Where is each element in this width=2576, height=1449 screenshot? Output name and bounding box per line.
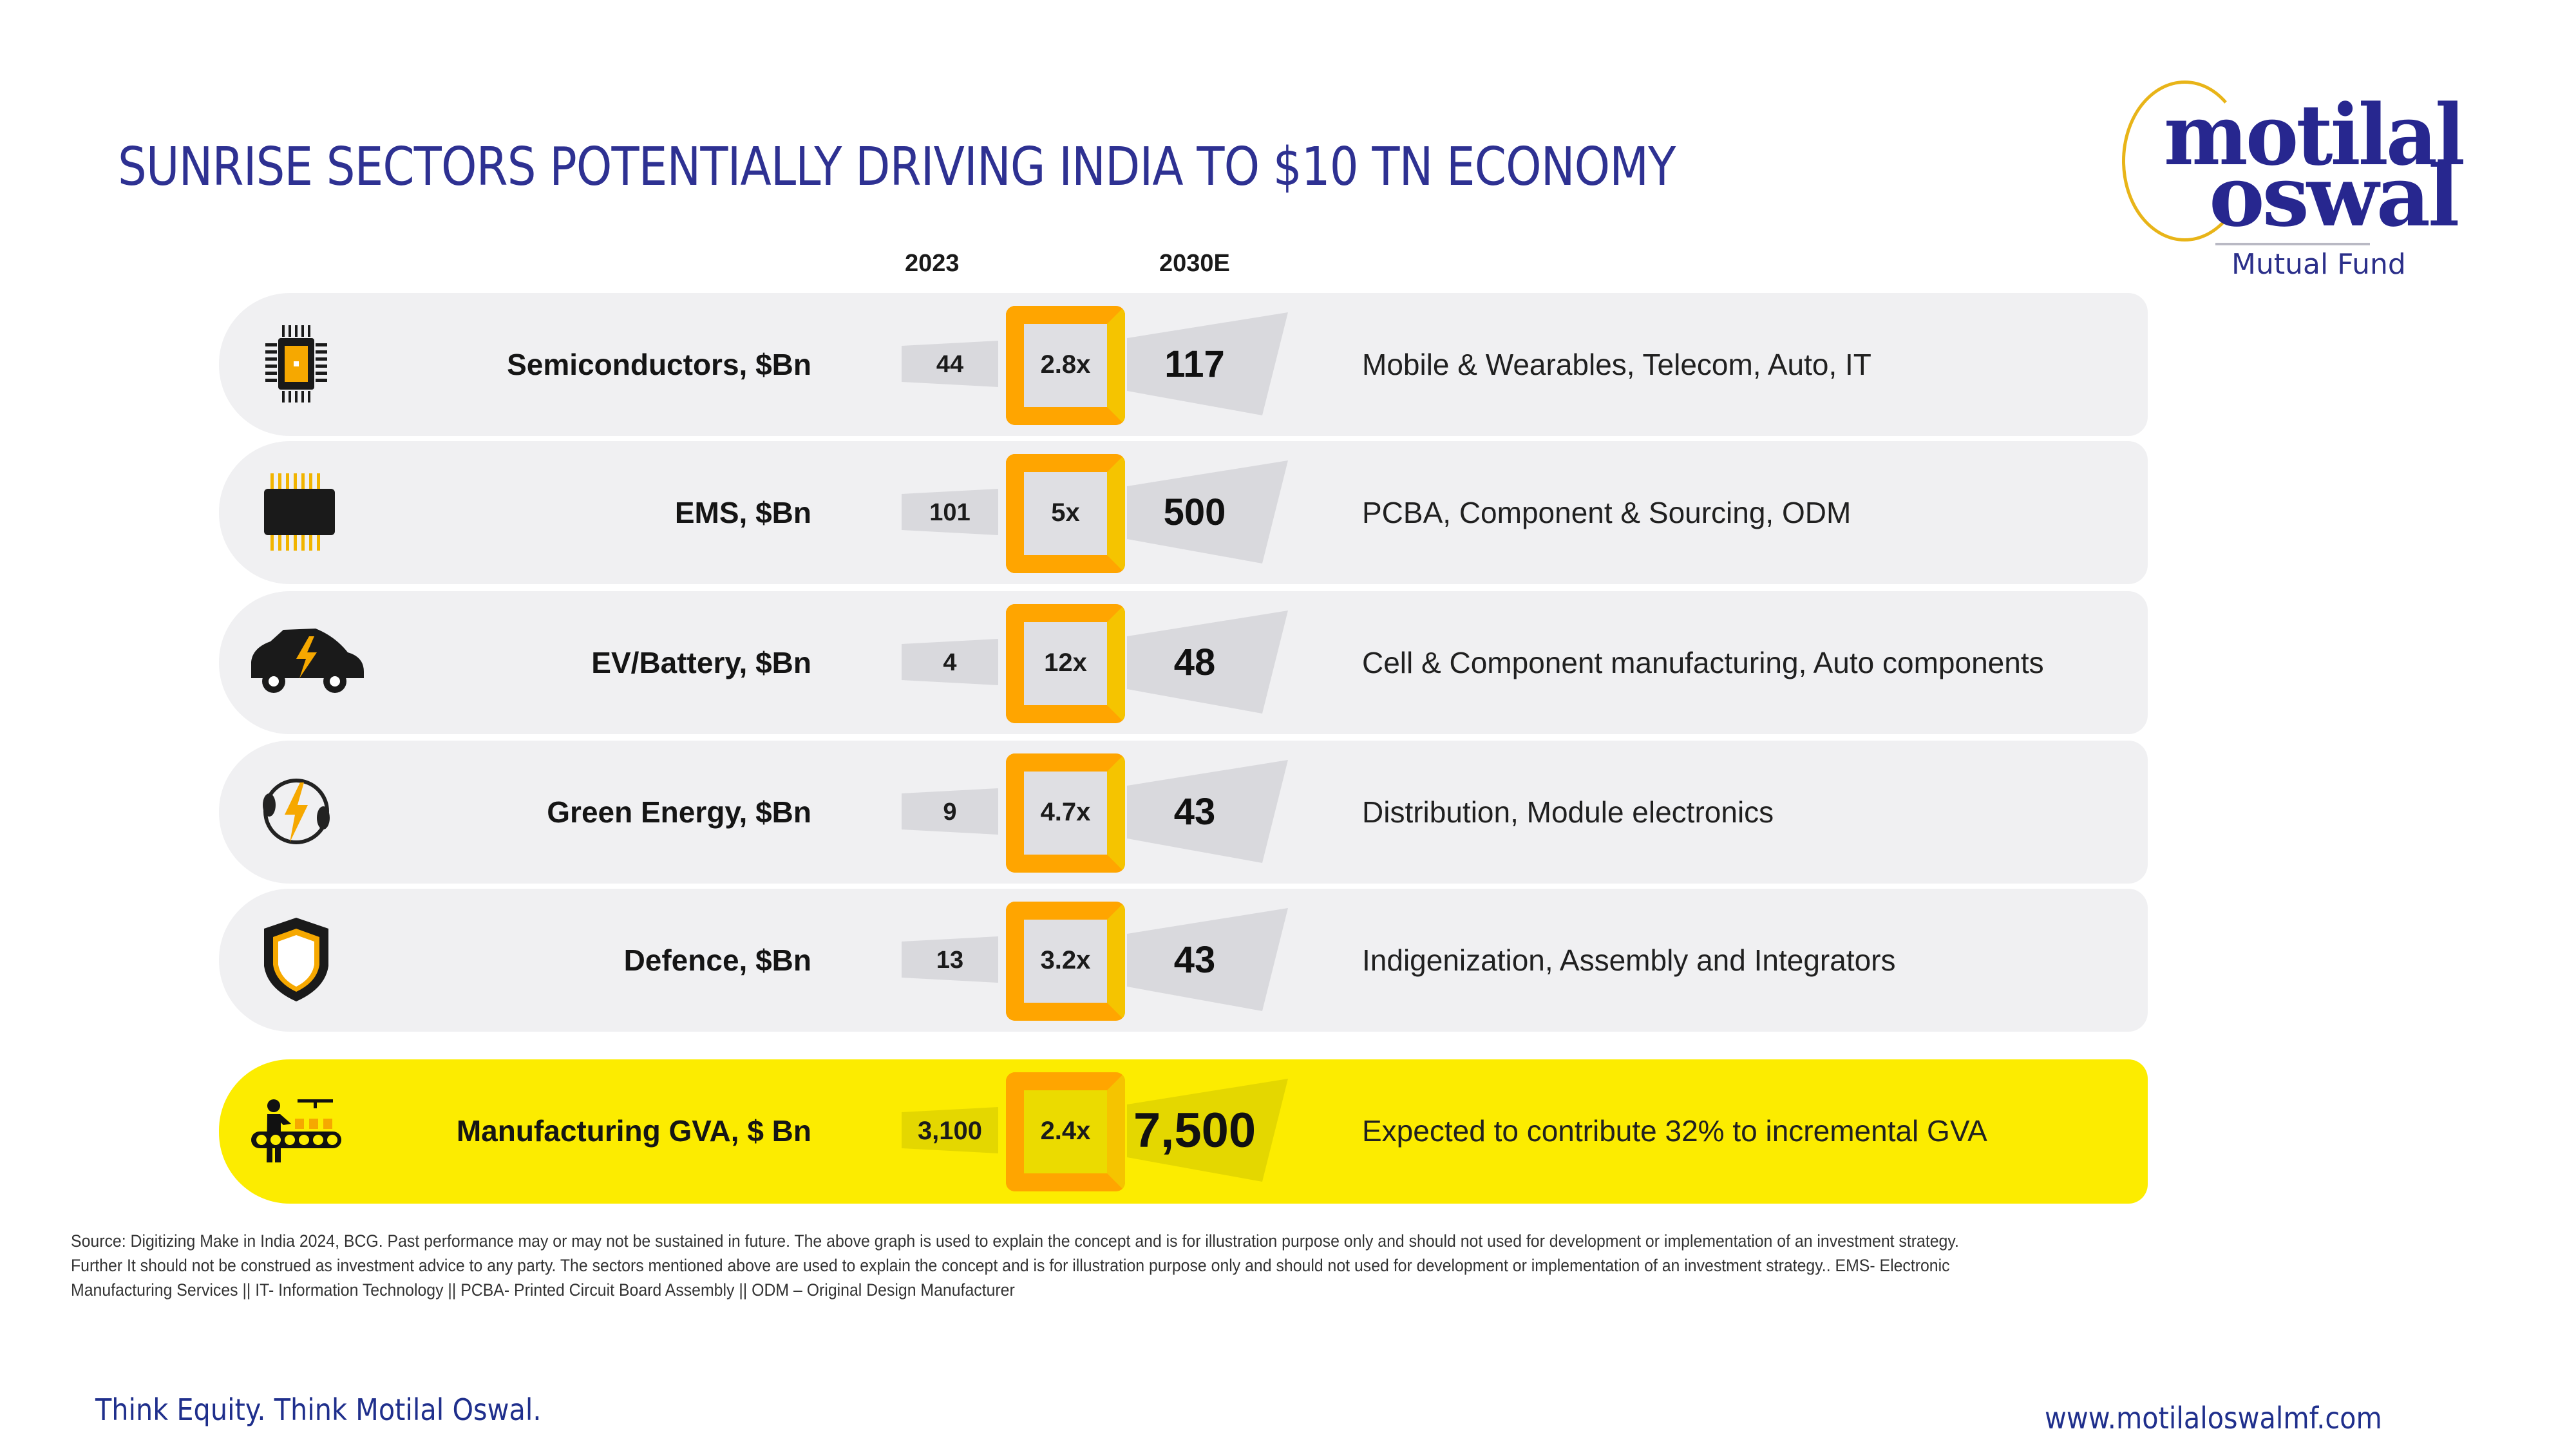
footer-website-link[interactable]: www.motilaloswalmf.com <box>2045 1401 2382 1435</box>
growth-band <box>902 760 1288 863</box>
growth-multiple: 3.2x <box>1040 946 1091 974</box>
value-2023: 44 <box>936 351 964 378</box>
factory-worker-conveyor-icon <box>245 1085 348 1175</box>
growth-multiple: 2.8x <box>1040 350 1091 379</box>
sector-description: Cell & Component manufacturing, Auto com… <box>1362 646 2044 679</box>
growth-band <box>902 1079 1288 1182</box>
growth-band <box>902 460 1288 564</box>
logo-divider <box>2215 243 2370 245</box>
growth-band <box>902 312 1288 415</box>
sector-label: Green Energy, $Bn <box>547 795 811 829</box>
multiple-box <box>1006 604 1125 723</box>
value-2023: 13 <box>936 947 964 974</box>
source-note: Source: Digitizing Make in India 2024, B… <box>71 1231 1959 1300</box>
multiple-box <box>1006 306 1125 425</box>
value-2023: 4 <box>943 649 957 676</box>
value-2023: 3,100 <box>917 1117 983 1145</box>
value-2030e: 48 <box>1173 641 1216 683</box>
multiple-box <box>1006 1072 1125 1191</box>
value-2023: 9 <box>943 799 957 826</box>
logo-subtitle: Mutual Fund <box>2231 248 2406 281</box>
growth-multiple: 4.7x <box>1040 798 1091 826</box>
sector-description: Mobile & Wearables, Telecom, Auto, IT <box>1362 348 1871 381</box>
value-2030e: 43 <box>1173 791 1216 833</box>
table-row: Semiconductors, $Bn 44 2.8x 117 Mobile &… <box>219 293 2148 436</box>
column-header-2030e: 2030E <box>1159 250 1230 277</box>
multiple-box <box>1006 753 1125 873</box>
shield-icon <box>245 914 348 1005</box>
multiple-box <box>1006 902 1125 1021</box>
table-row: Defence, $Bn 13 3.2x 43 Indigenization, … <box>219 889 2148 1032</box>
table-row: EMS, $Bn 101 5x 500 PCBA, Component & So… <box>219 441 2148 584</box>
logo-text-motilal: motilal <box>2164 86 2465 184</box>
value-2030e: 500 <box>1163 491 1226 533</box>
circuit-board-icon <box>245 467 348 557</box>
sector-description: PCBA, Component & Sourcing, ODM <box>1362 496 1852 529</box>
sector-description: Indigenization, Assembly and Integrators <box>1362 943 1896 977</box>
value-2030e: 117 <box>1164 343 1225 385</box>
footer-tagline: Think Equity. Think Motilal Oswal. <box>95 1392 542 1427</box>
value-2023: 101 <box>929 499 971 526</box>
sector-description: Expected to contribute 32% to incrementa… <box>1362 1114 1987 1148</box>
motilal-oswal-logo: motilal oswal Mutual Fund <box>2119 74 2518 287</box>
table-row: EV/Battery, $Bn 4 12x 48 Cell & Componen… <box>219 591 2148 734</box>
logo-ring-icon <box>2122 80 2248 242</box>
logo-text-oswal: oswal <box>2209 147 2459 245</box>
column-header-2023: 2023 <box>905 250 960 277</box>
electric-car-icon <box>245 617 364 707</box>
sector-label: Semiconductors, $Bn <box>507 348 811 381</box>
sector-label: Manufacturing GVA, $ Bn <box>456 1114 811 1148</box>
sector-label: EV/Battery, $Bn <box>591 646 811 679</box>
page-title: SUNRISE SECTORS POTENTIALLY DRIVING INDI… <box>118 137 1676 198</box>
sector-label: EMS, $Bn <box>674 496 811 529</box>
multiple-box <box>1006 454 1125 573</box>
value-2030e: 7,500 <box>1133 1103 1256 1158</box>
growth-band <box>902 908 1288 1011</box>
value-2030e: 43 <box>1173 939 1216 981</box>
growth-multiple: 2.4x <box>1040 1117 1091 1145</box>
growth-multiple: 5x <box>1051 498 1080 527</box>
table-row: Manufacturing GVA, $ Bn 3,100 2.4x 7,500… <box>219 1059 2148 1204</box>
microchip-icon <box>245 319 348 409</box>
sector-description: Distribution, Module electronics <box>1362 795 1774 829</box>
sector-label: Defence, $Bn <box>623 943 811 977</box>
table-row: Green Energy, $Bn 9 4.7x 43 Distribution… <box>219 741 2148 884</box>
green-energy-icon <box>245 766 348 857</box>
growth-multiple: 12x <box>1044 649 1087 677</box>
growth-band <box>902 611 1288 714</box>
